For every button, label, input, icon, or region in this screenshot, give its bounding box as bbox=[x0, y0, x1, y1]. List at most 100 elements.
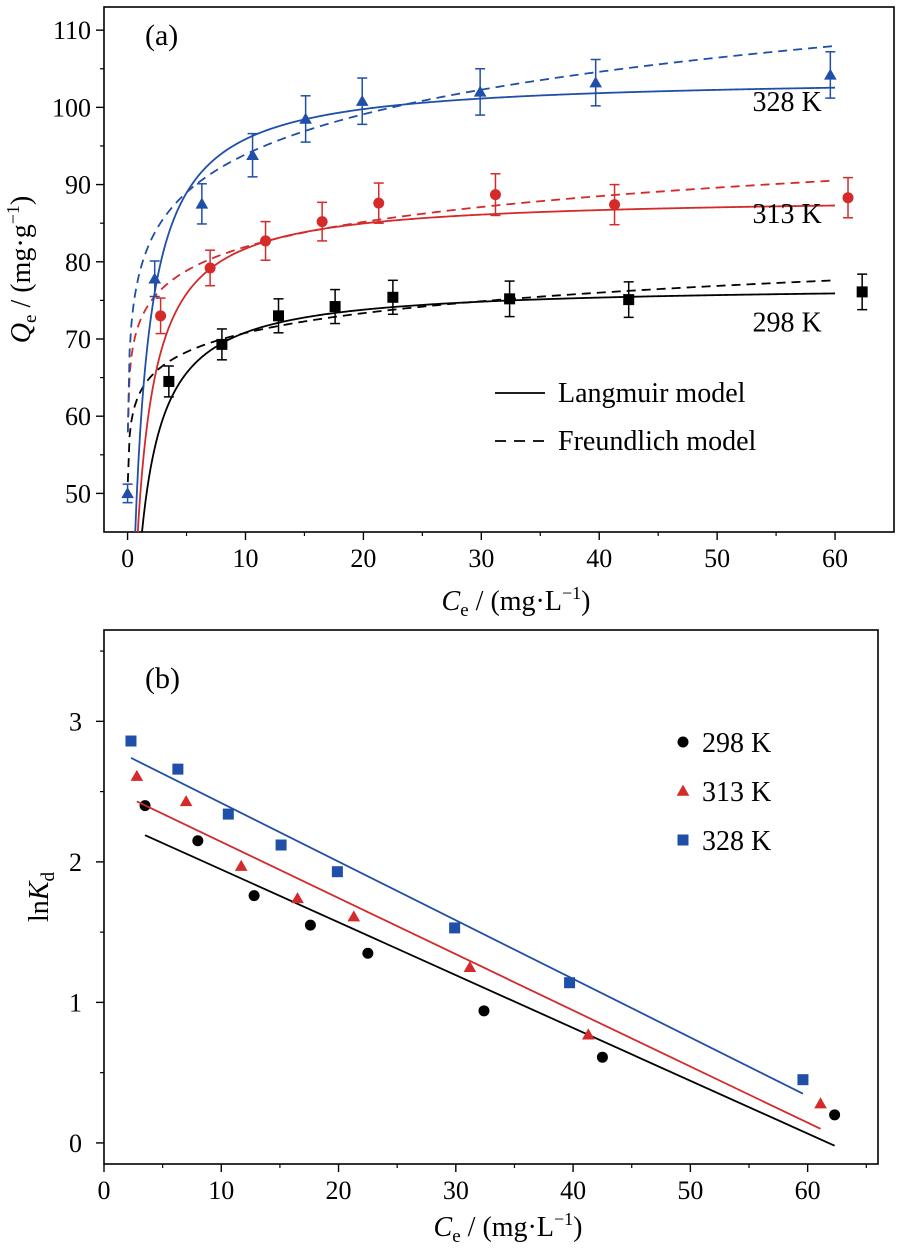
panel-a-x-axis-label: Ce / (mg·L−1) bbox=[442, 583, 591, 621]
panel-b-x-tick-label: 0 bbox=[98, 1176, 111, 1205]
langmuir-curve-298-k bbox=[141, 292, 836, 532]
data-point-298-k bbox=[216, 338, 228, 350]
data-point-328-k bbox=[125, 735, 137, 747]
data-point-313-k bbox=[842, 192, 854, 204]
panel-a-x-tick-label: 0 bbox=[121, 544, 134, 573]
panel-b-x-tick-label: 30 bbox=[443, 1176, 469, 1205]
legend-marker-313-k bbox=[676, 784, 690, 796]
panel-a: (a) Qe / (mg·g−1) Ce / (mg·L−1) Langmuir… bbox=[3, 6, 895, 621]
data-point-298-k bbox=[192, 835, 204, 847]
data-point-313-k bbox=[291, 892, 304, 904]
panel-b-y-axis-label: lnKd bbox=[24, 872, 59, 922]
data-point-313-k bbox=[316, 216, 328, 228]
data-point-313-k bbox=[373, 197, 385, 209]
panel-b: (b) lnKd Ce / (mg·L−1) 0 10 20 30 40 50 60 0 1 2 3… bbox=[24, 629, 879, 1247]
panel-b-x-tick-label: 20 bbox=[326, 1176, 352, 1205]
freundlich-curve-328-k bbox=[126, 45, 836, 433]
data-point-298-k bbox=[329, 301, 341, 313]
panel-a-y-tick-label: 80 bbox=[65, 248, 91, 277]
data-point-298-k bbox=[623, 294, 635, 306]
data-point-298-k bbox=[829, 1109, 841, 1121]
data-point-328-k bbox=[824, 68, 837, 80]
data-point-328-k bbox=[275, 839, 287, 851]
data-point-328-k bbox=[246, 148, 259, 160]
data-point-313-k bbox=[582, 1028, 595, 1040]
data-point-328-k bbox=[473, 85, 487, 97]
data-point-328-k bbox=[121, 487, 134, 499]
panel-b-y-tick-label: 3 bbox=[69, 707, 82, 736]
legend-label-298-k: 298 K bbox=[702, 728, 771, 759]
data-point-313-k bbox=[489, 189, 501, 201]
data-point-328-k bbox=[172, 763, 184, 775]
panel-a-x-tick-label: 10 bbox=[232, 544, 258, 573]
panel-a-x-tick-label: 40 bbox=[586, 544, 612, 573]
data-point-298-k bbox=[856, 286, 868, 298]
panel-b-x-axis-label: Ce / (mg·L−1) bbox=[434, 1209, 583, 1247]
data-point-328-k bbox=[222, 808, 234, 820]
data-point-313-k bbox=[609, 199, 621, 211]
data-point-298-k bbox=[304, 919, 316, 931]
panel-a-frame bbox=[103, 6, 895, 533]
panel-b-y-tick-label: 1 bbox=[69, 988, 82, 1017]
data-point-328-k bbox=[299, 112, 312, 124]
data-point-298-k bbox=[362, 947, 374, 959]
data-point-328-k bbox=[355, 94, 369, 106]
panel-a-y-tick-label: 90 bbox=[65, 171, 91, 200]
langmuir-curve-328-k bbox=[134, 86, 836, 532]
annotation-328-k: 328 K bbox=[753, 87, 822, 118]
data-point-313-k bbox=[814, 1097, 827, 1109]
panel-a-x-tick-label: 50 bbox=[704, 544, 730, 573]
legend-marker-298-k bbox=[677, 736, 689, 748]
panel-a-y-tick-label: 60 bbox=[65, 402, 91, 431]
data-point-328-k bbox=[589, 76, 603, 88]
data-point-298-k bbox=[478, 1005, 490, 1017]
data-point-313-k bbox=[179, 795, 193, 807]
data-point-298-k bbox=[163, 375, 175, 387]
data-point-298-k bbox=[504, 293, 516, 305]
legend-marker-328-k bbox=[677, 834, 689, 846]
panel-a-label: (a) bbox=[145, 19, 178, 52]
fit-line-313-k bbox=[136, 800, 821, 1130]
data-point-328-k bbox=[564, 977, 576, 989]
legend-label-313-k: 313 K bbox=[702, 777, 771, 808]
panel-b-x-tick-label: 40 bbox=[560, 1176, 586, 1205]
data-point-298-k bbox=[596, 1051, 608, 1063]
fit-line-298-k bbox=[144, 834, 835, 1147]
data-point-313-k bbox=[463, 960, 477, 973]
fit-line-328-k bbox=[130, 757, 804, 1095]
annotation-313-k: 313 K bbox=[753, 199, 822, 230]
data-point-328-k bbox=[195, 197, 209, 209]
panel-b-label: (b) bbox=[145, 662, 180, 695]
panel-a-y-axis-label: Qe / (mg·g−1) bbox=[3, 196, 41, 343]
annotation-298-k: 298 K bbox=[753, 307, 822, 338]
legend-label-328-k: 328 K bbox=[702, 826, 771, 857]
data-point-313-k bbox=[130, 769, 144, 781]
legend-freundlich-label: Freundlich model bbox=[558, 426, 757, 457]
panel-b-x-tick-label: 10 bbox=[208, 1176, 234, 1205]
data-point-328-k bbox=[797, 1074, 809, 1086]
panel-a-x-tick-label: 20 bbox=[350, 544, 376, 573]
panel-a-y-tick-label: 70 bbox=[65, 325, 91, 354]
data-point-313-k bbox=[347, 910, 361, 922]
data-point-298-k bbox=[273, 310, 285, 322]
panel-a-y-tick-label: 100 bbox=[52, 93, 91, 122]
panel-b-y-tick-label: 0 bbox=[69, 1129, 82, 1158]
data-point-313-k bbox=[155, 310, 167, 322]
data-point-298-k bbox=[387, 291, 399, 303]
data-point-313-k bbox=[260, 235, 272, 247]
data-point-313-k bbox=[204, 262, 216, 274]
panel-b-y-tick-label: 2 bbox=[69, 848, 82, 877]
data-point-328-k bbox=[331, 866, 343, 878]
panel-a-x-tick-label: 30 bbox=[468, 544, 494, 573]
legend-langmuir-label: Langmuir model bbox=[558, 378, 746, 409]
panel-a-legend: Langmuir model Freundlich model bbox=[495, 378, 757, 457]
panel-a-y-tick-label: 50 bbox=[65, 479, 91, 508]
panel-b-frame bbox=[103, 629, 879, 1165]
panel-a-y-tick-label: 110 bbox=[53, 16, 91, 45]
data-point-313-k bbox=[234, 859, 248, 871]
langmuir-curve-313-k bbox=[136, 204, 836, 532]
panel-b-x-tick-label: 50 bbox=[677, 1176, 703, 1205]
data-point-328-k bbox=[449, 922, 461, 934]
data-point-298-k bbox=[248, 890, 260, 902]
